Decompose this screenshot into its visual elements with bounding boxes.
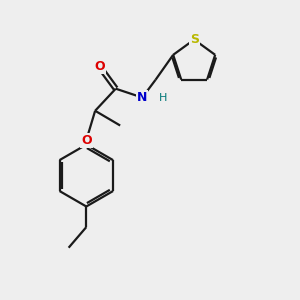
Text: N: N	[137, 91, 147, 104]
Text: O: O	[94, 60, 105, 73]
Text: H: H	[159, 92, 167, 103]
Text: S: S	[190, 33, 199, 46]
Text: O: O	[81, 134, 92, 147]
